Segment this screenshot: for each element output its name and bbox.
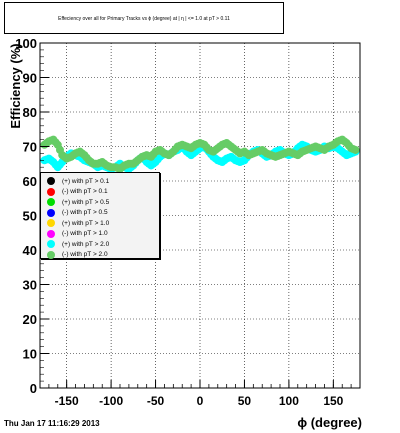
legend-label: (+) with pT > 0.1 [62,177,110,185]
y-tick-label: 40 [23,243,37,258]
y-tick-label: 50 [23,209,37,224]
legend-label: (-) with pT > 0.1 [62,188,108,195]
y-tick-label: 90 [23,71,37,86]
y-tick-label: 10 [23,347,37,362]
legend-marker [47,219,55,227]
legend-label: (-) with pT > 1.0 [62,230,108,237]
y-tick-label: 70 [23,140,37,155]
x-tick-label: 0 [197,394,204,408]
y-tick-label: 0 [30,381,37,396]
legend-marker [47,187,55,196]
y-axis-label: Efficiency (%) [8,43,23,128]
legend-marker [47,250,55,259]
x-tick-label: -100 [99,394,123,408]
x-tick-label: 100 [279,394,299,408]
y-tick-label: 60 [23,174,37,189]
x-tick-label: -150 [55,394,79,408]
y-tick-label: 100 [15,36,37,51]
x-tick-label: 150 [323,394,343,408]
legend-entry: (-) with pT > 1.0 [47,229,108,239]
legend-label: (-) with pT > 0.5 [62,209,108,216]
legend-label: (-) with pT > 2.0 [62,251,108,258]
y-tick-label: 80 [23,105,37,120]
legend-marker [47,198,55,206]
legend-label: (+) with pT > 2.0 [62,240,110,248]
legend-entry: (+) with pT > 2.0 [47,239,109,249]
legend-marker [47,177,55,185]
timestamp: Thu Jan 17 11:16:29 2013 [4,419,100,428]
data-points [40,135,360,173]
data-point [351,145,360,154]
legend-label: (+) with pT > 0.5 [62,198,110,206]
legend-entry: (+) with pT > 1.0 [47,218,109,228]
legend: (+) with pT > 0.1 (-) with pT > 0.1 (+) wi… [40,172,160,259]
x-axis-label: ϕ (degree) [297,415,362,430]
x-tick-label: 50 [238,394,252,408]
legend-entry: (-) with pT > 2.0 [47,250,108,260]
legend-entry: (+) with pT > 0.5 [47,197,109,207]
legend-label: (+) with pT > 1.0 [62,219,110,227]
y-tick-label: 20 [23,312,37,327]
legend-marker [47,229,55,238]
chart-title-box: Effeciency over all for Primary Tracks v… [4,2,284,34]
x-tick-label: -50 [147,394,165,408]
y-tick-label: 30 [23,278,37,293]
legend-entry: (-) with pT > 0.1 [47,187,108,197]
chart-title: Effeciency over all for Primary Tracks v… [58,16,230,22]
legend-marker [47,240,55,248]
legend-marker [47,208,55,217]
legend-entry: (-) with pT > 0.5 [47,208,108,218]
legend-entry: (+) with pT > 0.1 [47,176,109,186]
